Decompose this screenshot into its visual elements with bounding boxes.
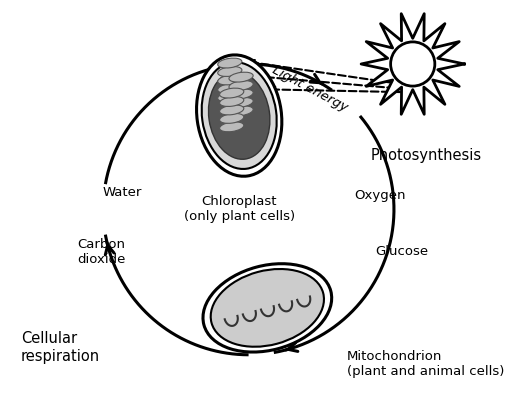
Ellipse shape — [218, 66, 242, 76]
Text: Carbon
dioxide: Carbon dioxide — [77, 238, 126, 266]
Ellipse shape — [229, 106, 253, 116]
Ellipse shape — [218, 75, 242, 85]
Text: Water: Water — [102, 186, 142, 199]
Text: Cellular
respiration: Cellular respiration — [21, 331, 100, 364]
Text: Chloroplast
(only plant cells): Chloroplast (only plant cells) — [183, 195, 295, 223]
Ellipse shape — [197, 55, 282, 176]
Ellipse shape — [219, 114, 244, 123]
Polygon shape — [361, 14, 464, 114]
Ellipse shape — [218, 84, 242, 93]
Text: Glucose: Glucose — [375, 245, 428, 258]
Ellipse shape — [219, 88, 244, 98]
Text: Photosynthesis: Photosynthesis — [370, 148, 482, 164]
Text: Mitochondrion
(plant and animal cells): Mitochondrion (plant and animal cells) — [347, 350, 505, 378]
Ellipse shape — [219, 96, 244, 106]
Ellipse shape — [229, 89, 253, 99]
Ellipse shape — [229, 81, 253, 90]
Ellipse shape — [229, 72, 253, 82]
Ellipse shape — [211, 269, 324, 347]
Ellipse shape — [208, 72, 270, 159]
Ellipse shape — [219, 122, 244, 132]
Ellipse shape — [203, 264, 332, 352]
Ellipse shape — [219, 105, 244, 115]
Ellipse shape — [218, 58, 242, 68]
Ellipse shape — [218, 92, 242, 102]
Text: Oxygen: Oxygen — [355, 189, 406, 202]
Ellipse shape — [201, 62, 277, 169]
Ellipse shape — [229, 98, 253, 107]
Text: Light energy: Light energy — [270, 64, 349, 115]
Circle shape — [391, 42, 435, 86]
